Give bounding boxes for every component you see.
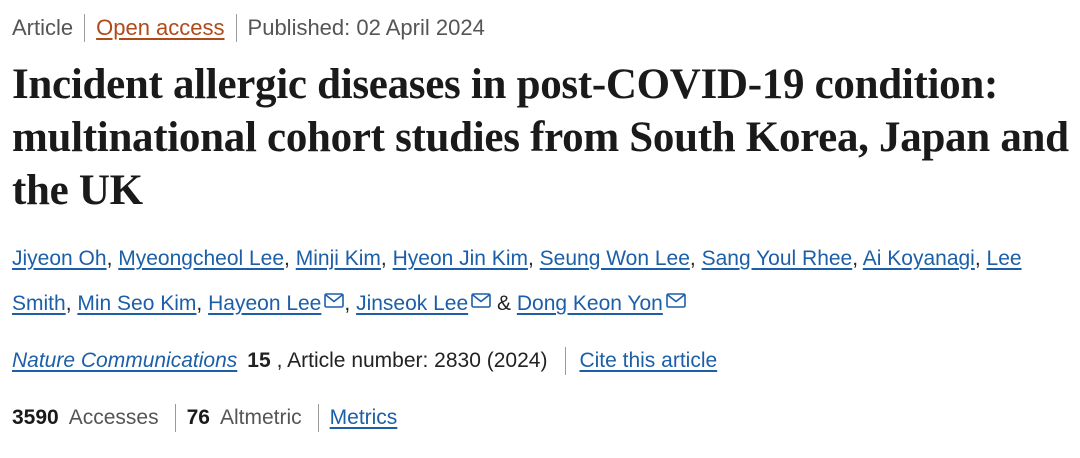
divider (84, 14, 86, 42)
accesses-label: Accesses (68, 406, 159, 429)
author-separator: , (974, 247, 981, 270)
divider (174, 404, 176, 432)
author-separator: , (344, 292, 351, 315)
author-link[interactable]: Hayeon Lee (208, 292, 322, 315)
journal-citation-row: Nature Communications 15 , Article numbe… (12, 347, 717, 375)
author-link[interactable]: Minji Kim (295, 247, 381, 270)
author-link[interactable]: Seung Won Lee (539, 247, 690, 270)
author-separator: , (689, 247, 696, 270)
metrics-row: 3590 Accesses 76 Altmetric Metrics (12, 404, 397, 432)
author-separator: , (852, 247, 859, 270)
author-link[interactable]: Myeongcheol Lee (118, 247, 285, 270)
author-link[interactable]: Ai Koyanagi (862, 247, 975, 270)
article-type: Article (12, 15, 74, 40)
published-date: Published: 02 April 2024 (247, 15, 485, 40)
altmetric-label: Altmetric (219, 406, 302, 429)
author-link[interactable]: Hyeon Jin Kim (392, 247, 528, 270)
author-final-separator: & (496, 292, 511, 315)
divider (317, 404, 319, 432)
accesses-count: 3590 (12, 406, 59, 429)
article-meta-row: Article Open access Published: 02 April … (12, 14, 485, 42)
author-separator: , (106, 247, 113, 270)
divider (565, 347, 567, 375)
author-link[interactable]: Jiyeon Oh (12, 247, 107, 270)
mail-icon[interactable] (666, 293, 686, 308)
author-separator: , (284, 247, 290, 270)
journal-link[interactable]: Nature Communications (12, 349, 238, 372)
metrics-link[interactable]: Metrics (329, 406, 398, 429)
altmetric-score: 76 (186, 406, 210, 429)
divider (235, 14, 237, 42)
author-link[interactable]: Sang Youl Rhee (701, 247, 853, 270)
author-link[interactable]: Dong Keon Yon (516, 292, 663, 315)
author-link[interactable]: Min Seo Kim (77, 292, 197, 315)
journal-volume: 15 (247, 349, 271, 372)
open-access-link[interactable]: Open access (96, 15, 225, 40)
cite-article-link[interactable]: Cite this article (579, 349, 718, 372)
author-separator: , (527, 247, 534, 270)
mail-icon[interactable] (471, 293, 491, 308)
mail-icon[interactable] (324, 293, 345, 308)
article-number: , Article number: 2830 (2024) (276, 349, 548, 372)
article-title: Incident allergic diseases in post-COVID… (12, 61, 1069, 214)
author-separator: , (65, 292, 72, 315)
author-list: Jiyeon Oh, Myeongcheol Lee, Minji Kim, H… (12, 236, 1074, 326)
author-link[interactable]: Lee Smith (12, 247, 1022, 315)
author-separator: , (380, 247, 387, 270)
author-separator: , (196, 292, 203, 315)
author-link[interactable]: Jinseok Lee (356, 292, 469, 315)
